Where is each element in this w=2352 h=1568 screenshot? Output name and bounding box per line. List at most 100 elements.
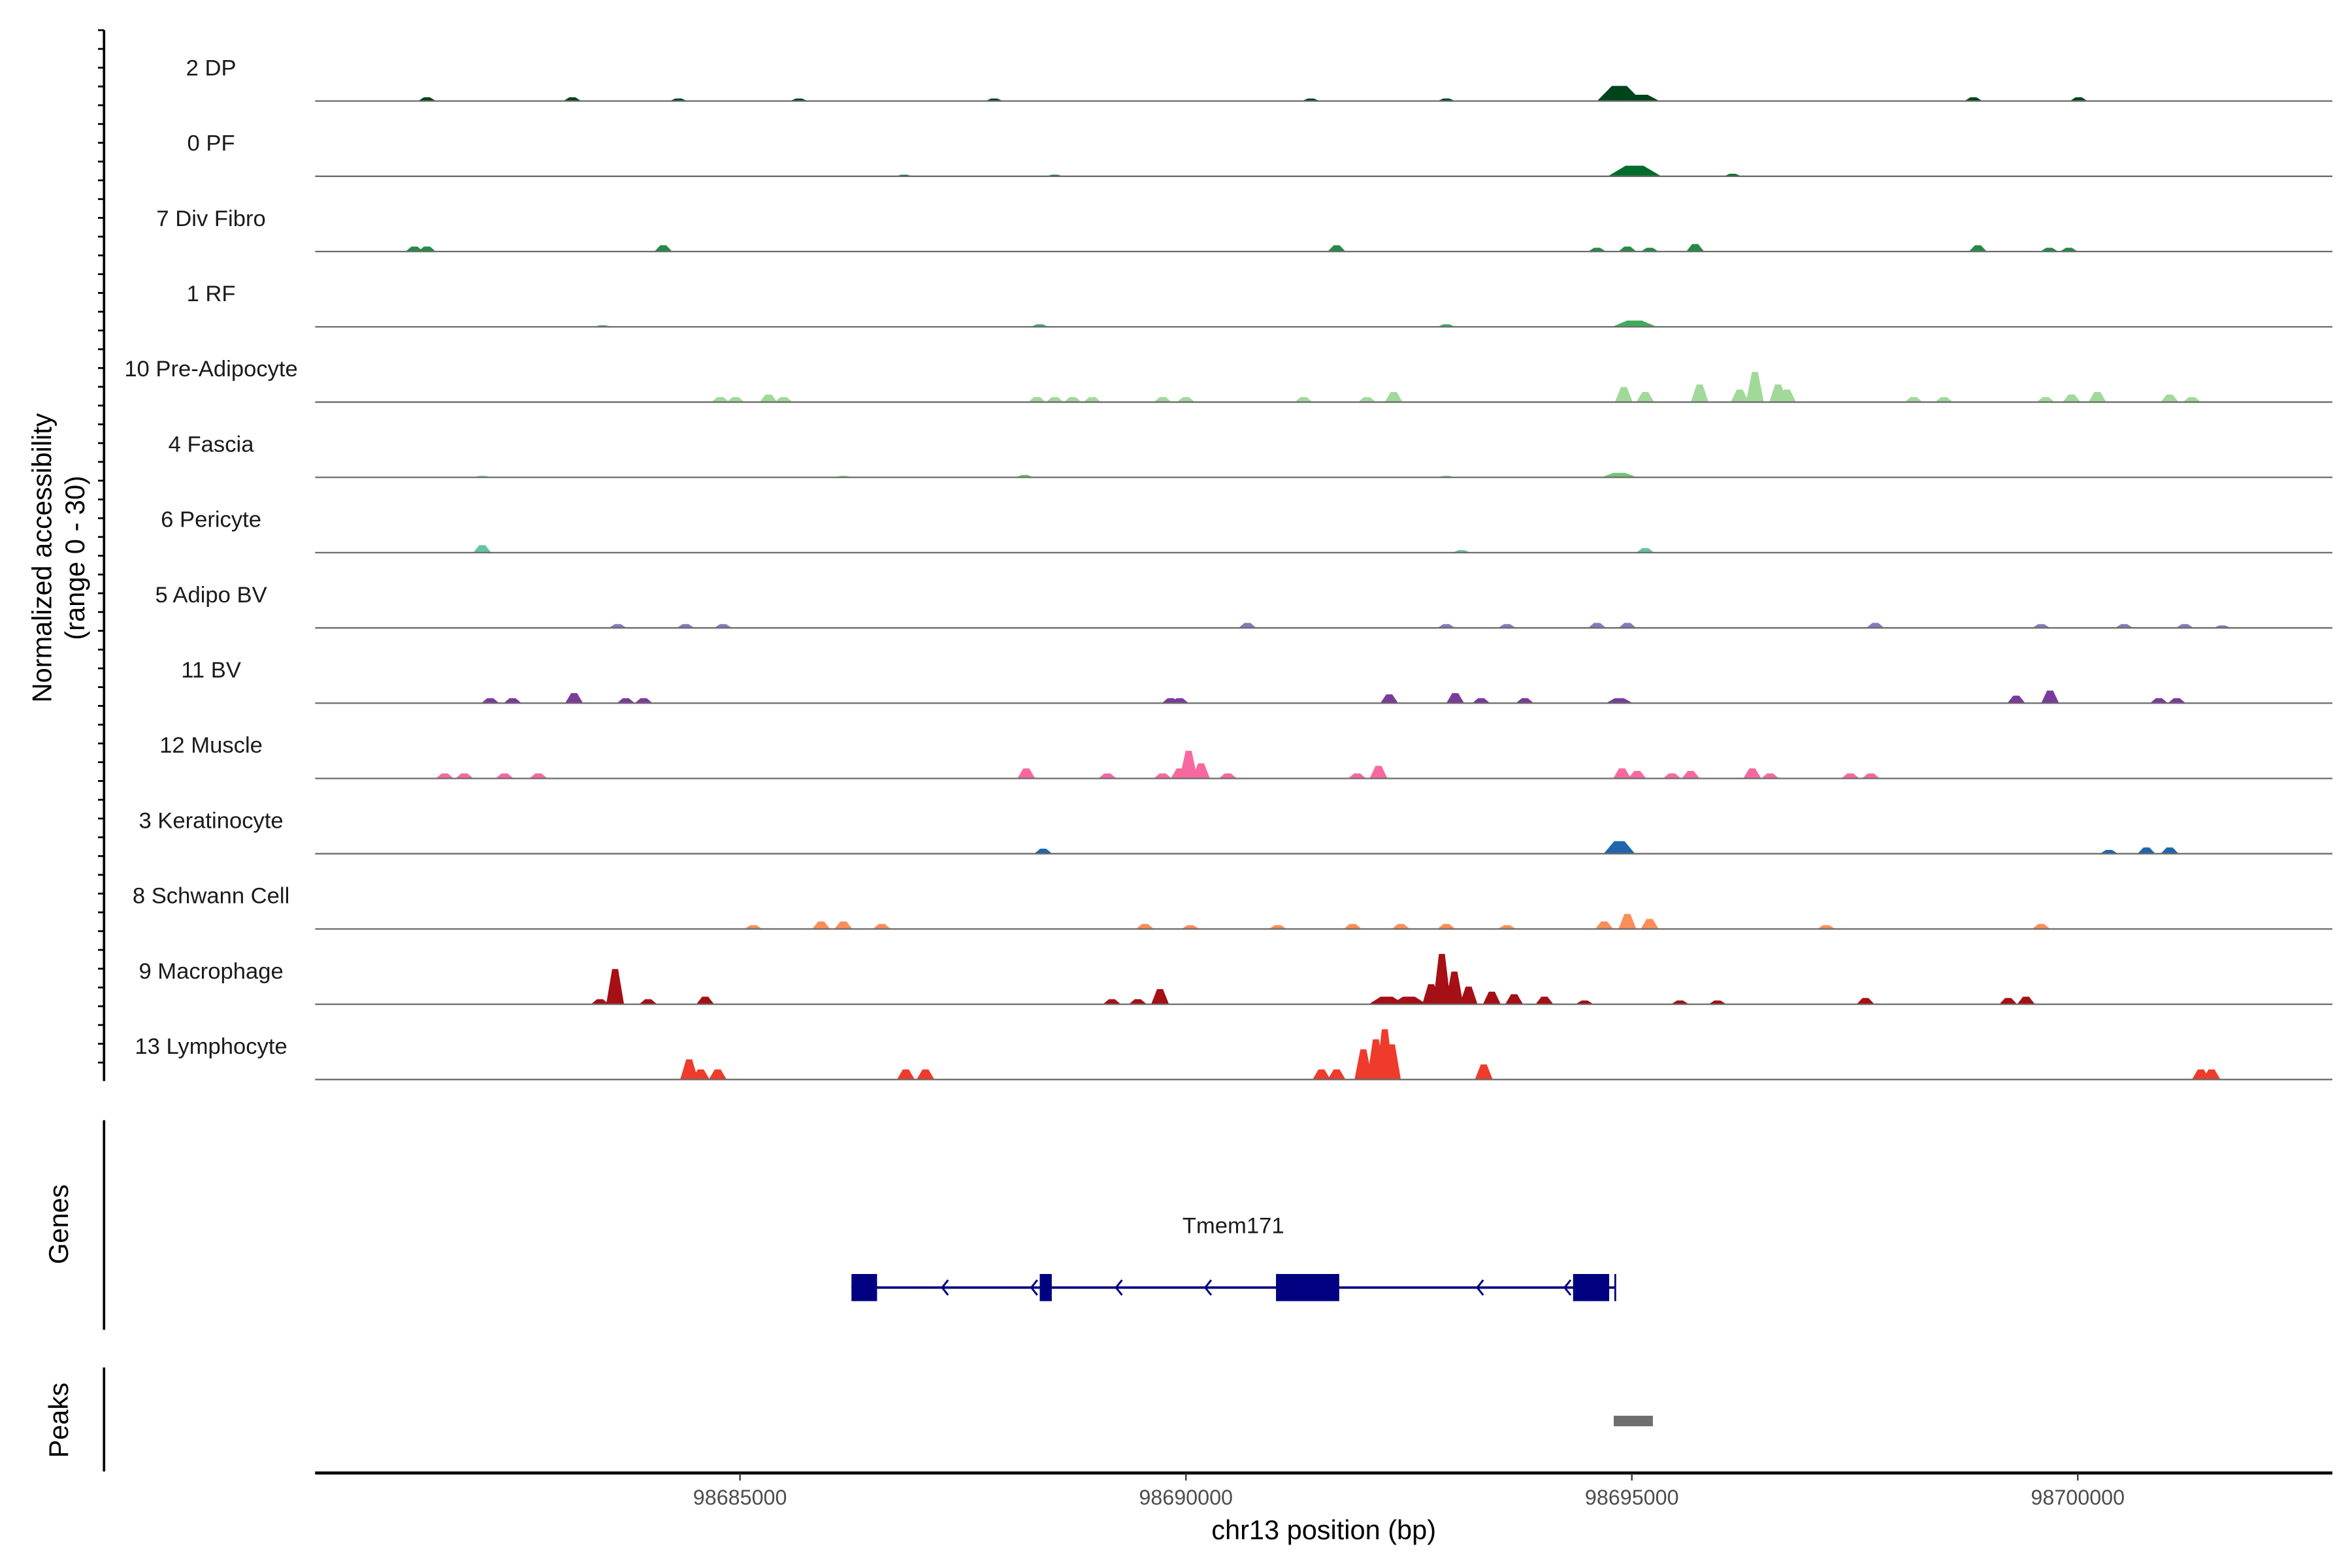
exon xyxy=(1573,1274,1610,1301)
coverage-peak xyxy=(1460,987,1478,1005)
coverage-track: 13 Lymphocyte xyxy=(135,1029,2332,1081)
exon xyxy=(1039,1274,1052,1301)
coverage-peak xyxy=(1601,472,1637,478)
track-label: 12 Muscle xyxy=(159,733,263,758)
coverage-peak xyxy=(455,773,474,779)
coverage-peak xyxy=(1437,624,1456,629)
coverage-peak xyxy=(1671,1000,1690,1005)
coverage-peak xyxy=(1904,397,1923,402)
coverage-track: 11 BV xyxy=(181,658,2332,704)
strand-arrow-icon xyxy=(941,1279,949,1296)
peak-region xyxy=(1614,1415,1653,1427)
coverage-peak xyxy=(1497,925,1516,929)
coverage-peak xyxy=(1392,924,1410,929)
coverage-peak xyxy=(1606,698,1633,704)
coverage-peak xyxy=(1841,773,1859,779)
strand-arrow-icon xyxy=(1563,1279,1572,1296)
coverage-peak xyxy=(759,394,777,402)
track-label: 10 Pre-Adipocyte xyxy=(124,357,298,382)
coverage-peak xyxy=(1358,397,1376,402)
coverage-peak xyxy=(1128,999,1147,1005)
coverage-peak xyxy=(591,999,609,1005)
coverage-peak xyxy=(1746,372,1764,402)
track-label: 0 PF xyxy=(188,131,235,156)
coverage-peak xyxy=(2149,698,2168,704)
coverage-peak xyxy=(696,996,715,1005)
gene-model-tmem171 xyxy=(851,1273,1616,1301)
coverage-peak xyxy=(436,773,454,779)
coverage-peak xyxy=(916,1069,935,1080)
coverage-track: 6 Pericyte xyxy=(161,508,2332,554)
coverage-peak xyxy=(1588,623,1607,629)
track-label: 11 BV xyxy=(181,658,241,683)
coverage-peak xyxy=(473,545,491,553)
coverage-peak xyxy=(1612,320,1657,327)
coverage-peak xyxy=(405,246,424,252)
coverage-peak xyxy=(2063,394,2081,402)
track-label: 13 Lymphocyte xyxy=(135,1034,287,1059)
coverage-y-ticks xyxy=(98,29,105,1064)
coverage-peak xyxy=(873,924,891,929)
coverage-peak xyxy=(2036,397,2055,402)
coverage-peak xyxy=(1028,397,1046,402)
coverage-peak xyxy=(606,969,625,1005)
coverage-peak xyxy=(2176,624,2194,629)
strand-arrow-icon xyxy=(1115,1279,1123,1296)
coverage-peak xyxy=(1103,999,1121,1005)
coverage-peak xyxy=(1328,1069,1346,1080)
coverage-peak xyxy=(1535,996,1554,1005)
coverage-peak xyxy=(2088,392,2106,402)
coverage-peak xyxy=(565,693,583,704)
coverage-peak xyxy=(2183,397,2201,402)
genes-panel-label: Genes xyxy=(43,1184,74,1264)
coverage-peak xyxy=(2040,248,2059,252)
coverage-peak xyxy=(1708,1000,1727,1005)
coverage-peak xyxy=(1328,245,1346,252)
coverage-peak xyxy=(1575,1000,1594,1005)
y-axis-title: Normalized accessibility xyxy=(26,413,57,702)
coverage-peak xyxy=(495,773,514,779)
y-axis-subtitle: (range 0 - 30) xyxy=(59,476,90,640)
coverage-peak xyxy=(1475,1064,1493,1080)
exon xyxy=(851,1274,877,1301)
coverage-peak xyxy=(2202,1069,2221,1080)
coverage-peak xyxy=(1192,763,1211,779)
coverage-peak xyxy=(834,921,853,929)
coverage-peak xyxy=(1663,773,1681,779)
coverage-track: 3 Keratinocyte xyxy=(139,808,2332,855)
strand-arrow-icon xyxy=(1476,1279,1484,1296)
track-label: 3 Keratinocyte xyxy=(139,808,283,833)
coverage-peak xyxy=(1380,694,1399,704)
coverage-peak xyxy=(1382,1044,1401,1080)
coverage-peak xyxy=(1369,766,1388,779)
coverage-peak xyxy=(1597,86,1642,101)
gene-name-label: Tmem171 xyxy=(1183,1214,1284,1239)
coverage-peak xyxy=(1682,770,1700,779)
x-tick-label: 98690000 xyxy=(1139,1486,1233,1509)
coverage-peak xyxy=(1083,397,1102,402)
coverage-peak xyxy=(1636,547,1654,553)
coverage-peak xyxy=(1446,693,1465,704)
coverage-peak xyxy=(1354,1049,1373,1080)
coverage-peak xyxy=(1588,248,1607,252)
coverage-peak xyxy=(2007,695,2025,704)
coverage-peak xyxy=(1641,248,1659,252)
peak-regions xyxy=(1614,1415,1653,1427)
strand-arrow-icon xyxy=(1293,1279,1301,1296)
coverage-peak xyxy=(812,921,830,929)
coverage-peak xyxy=(1391,996,1427,1005)
coverage-peak xyxy=(1618,913,1637,929)
coverage-peak xyxy=(1968,245,1987,252)
coverage-peak xyxy=(1817,925,1835,929)
coverage-peak xyxy=(1731,389,1749,402)
track-label: 2 DP xyxy=(186,56,237,80)
x-tick-label: 98685000 xyxy=(693,1486,787,1509)
coverage-peak xyxy=(639,999,657,1005)
coverage-peak xyxy=(481,698,500,704)
coverage-peak xyxy=(1861,773,1880,779)
coverage-peak xyxy=(1636,392,1654,402)
track-label: 4 Fascia xyxy=(169,432,255,457)
coverage-peak xyxy=(1437,924,1456,929)
coverage-peak xyxy=(2168,698,2186,704)
